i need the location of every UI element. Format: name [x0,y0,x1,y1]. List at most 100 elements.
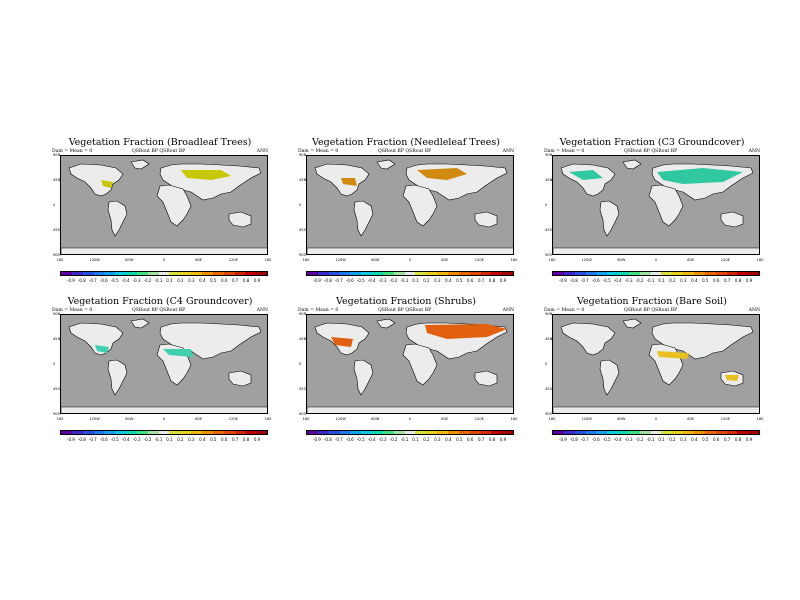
colorbar-label: 0.5 [456,437,463,442]
anomaly-patch [341,178,357,186]
colorbar-label: -0.2 [635,437,644,442]
land-shape [376,318,396,329]
latitude-label: 45S [545,228,552,232]
longitude-label: 60W [125,258,134,262]
colorbar-cell [437,272,448,275]
colorbar-label: 0.5 [210,278,217,283]
colorbar-label: 0.3 [434,437,441,442]
colorbar-cell [234,272,246,275]
latitude-label: 0 [545,362,548,366]
colorbar-cell [458,272,470,275]
colorbar-label: 0.1 [166,278,173,283]
panel-subtitle-middle: QSRout BP QSRout BP [624,308,678,313]
colorbar-labels: -0.9 -0.8 -0.7 -0.6 -0.5 -0.4 -0.3 -0.2 -0.1 0.1 0… [552,437,760,443]
colorbar-labels: -0.9 -0.8 -0.7 -0.6 -0.5 -0.4 -0.3 -0.2 -0.1 0.1 0… [60,437,268,443]
colorbar-cell [339,272,351,275]
panel-subtitle-middle: QSRout BP QSRout BP [624,149,678,154]
longitude-label: 60E [441,417,449,421]
land-shape [599,359,620,396]
panel-title: Vegetation Fraction (Needleleaf Trees) [312,137,500,148]
colorbar-label: 0.6 [467,278,474,283]
panel-subtitle-left: Dam = Mean = 0 [544,149,585,154]
colorbar-cell [147,272,159,275]
land-shape [622,318,642,329]
land-shape [402,343,438,386]
longitude-labels: 180 120W 60W 0 60E 120E 180 [57,417,272,423]
colorbar-label: -0.5 [356,437,365,442]
world-map [306,155,514,255]
colorbar-cell [234,431,246,434]
colorbar-cell [553,272,564,275]
colorbar-label: -0.6 [345,278,354,283]
colorbar-cell [201,272,213,275]
colorbar-cell [361,272,373,275]
colorbar-label: -0.2 [143,278,152,283]
colorbar-label: -0.8 [77,437,86,442]
colorbar-cell [93,272,105,275]
panel-subtitle-left: Dam = Mean = 0 [52,149,93,154]
anomaly-patch [417,168,467,180]
land-shape [228,370,252,387]
colorbar-label: 0.7 [231,437,239,442]
longitude-label: 60W [617,258,626,262]
colorbar-label: -0.5 [110,278,119,283]
land-shape [402,184,438,227]
panel-subtitle-middle: QSRout BP QSRout BP [132,308,186,313]
colorbar-label: 0.2 [423,278,430,283]
colorbar-label: -0.4 [367,437,376,442]
colorbar-label: -0.4 [367,278,376,283]
colorbar-label: 0.8 [242,278,250,283]
colorbar-cell [447,431,459,434]
land-shape [622,159,642,170]
longitude-labels: 180 120W 60W 0 60E 120E 180 [57,258,272,264]
colorbar-label: 0.6 [221,437,228,442]
latitude-labels: 90N 45N 0 45S 90S [545,153,760,257]
latitude-label: 90S [545,412,552,416]
colorbar-cell [382,272,394,275]
colorbar-cell [715,272,727,275]
latitude-label: 0 [53,203,56,207]
colorbar-label: -0.1 [154,437,163,442]
colorbar-cell [502,431,514,434]
colorbar [306,271,514,276]
latitude-label: 45S [299,387,306,391]
colorbar-cell [180,272,192,275]
colorbar-cell [607,272,619,275]
colorbar-cell [574,431,586,434]
colorbar-cell [158,272,170,275]
longitude-label: 180 [302,417,310,421]
panel-title: Vegetation Fraction (Shrubs) [336,296,476,307]
colorbar-label: -0.1 [400,278,409,283]
colorbar-label: 0.6 [713,437,720,442]
colorbar-label: -0.9 [559,437,567,442]
colorbar-label: 0.4 [445,437,452,442]
land-shape [553,406,759,413]
colorbar-cell [585,431,597,434]
latitude-label: 90S [53,412,60,416]
colorbar-label: -0.3 [132,278,141,283]
latitude-label: 45S [53,228,60,232]
colorbar-label: -0.6 [591,437,600,442]
colorbar-cell [201,431,213,434]
latitude-label: 90N [299,312,307,316]
latitude-label: 90N [545,312,553,316]
anomaly-patch [163,349,193,357]
colorbar-label: -0.6 [345,437,354,442]
colorbar-label: 0.4 [445,278,452,283]
map-svg [61,159,267,254]
panel-subtitle-right: ANN [256,308,268,313]
colorbar-label: -0.8 [569,437,578,442]
colorbar-label: -0.7 [334,278,343,283]
colorbar-cell [585,272,597,275]
colorbar-label: -0.9 [67,437,75,442]
colorbar-cell [693,272,705,275]
latitude-label: 45N [545,178,553,182]
colorbar-cell [350,272,362,275]
colorbar-label: -0.4 [613,437,622,442]
colorbar-cell [158,431,170,434]
land-shape [130,159,150,170]
longitude-labels: 180 120W 60W 0 60E 120E 180 [303,258,518,264]
longitude-label: 120E [720,417,730,421]
colorbar-label: -0.5 [356,278,365,283]
colorbar-cell [563,431,575,434]
